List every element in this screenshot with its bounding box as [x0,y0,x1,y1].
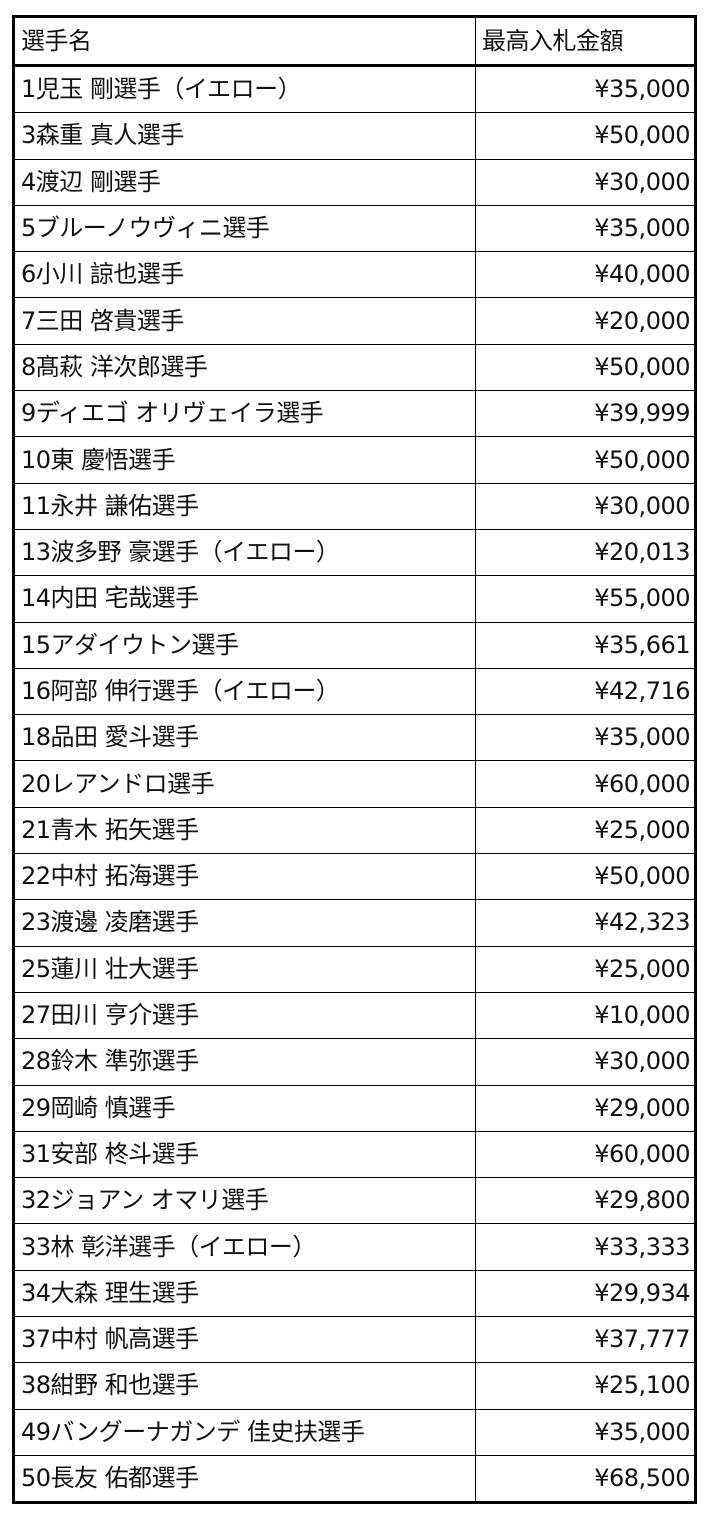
max-bid-cell: ¥25,000 [475,945,696,993]
table-row: 10東 慶悟選手 ¥50,000 [13,436,696,484]
max-bid-cell: ¥30,000 [475,1038,696,1086]
table-row: 8髙萩 洋次郎選手 ¥50,000 [13,343,696,392]
player-name-cell: 13波多野 豪選手（イエロー） [13,528,476,577]
table-row: 28鈴木 準弥選手 ¥30,000 [13,1038,696,1086]
player-name-cell: 10東 慶悟選手 [13,436,476,484]
table-row: 31安部 柊斗選手 ¥60,000 [13,1130,696,1179]
max-bid-cell: ¥55,000 [475,575,696,623]
bid-table: 選手名 最高入札金額 1児玉 剛選手（イエロー） ¥35,000 3森重 真人選手 ¥… [12,15,697,1505]
table-row: 20レアンドロ選手 ¥60,000 [13,760,696,808]
table-row: 21青木 拓矢選手 ¥25,000 [13,806,696,855]
max-bid-cell: ¥25,100 [475,1362,696,1410]
max-bid-cell: ¥42,716 [475,667,696,716]
table-row: 32ジョアン オマリ選手 ¥29,800 [13,1177,696,1225]
player-name-cell: 34大森 理生選手 [13,1269,476,1318]
player-name-cell: 16阿部 伸行選手（イエロー） [13,667,476,716]
player-name-cell: 22中村 拓海選手 [13,853,476,901]
table-row: 18品田 愛斗選手 ¥35,000 [13,714,696,762]
max-bid-cell: ¥50,000 [475,112,696,160]
table-row: 9ディエゴ オリヴェイラ選手 ¥39,999 [13,390,696,438]
max-bid-cell: ¥35,000 [475,1408,696,1456]
player-name-cell: 28鈴木 準弥選手 [13,1038,476,1086]
player-name-cell: 32ジョアン オマリ選手 [13,1177,476,1225]
player-name-cell: 14内田 宅哉選手 [13,575,476,623]
table-row: 50長友 佑都選手 ¥68,500 [13,1454,696,1504]
max-bid-cell: ¥60,000 [475,1130,696,1179]
player-name-cell: 1児玉 剛選手（イエロー） [13,64,476,114]
player-name-cell: 49バングーナガンデ 佳史扶選手 [13,1408,476,1456]
table-row: 34大森 理生選手 ¥29,934 [13,1269,696,1318]
max-bid-cell: ¥30,000 [475,482,696,530]
max-bid-cell: ¥20,000 [475,297,696,345]
table-row: 3森重 真人選手 ¥50,000 [13,112,696,160]
table-row: 25蓮川 壮大選手 ¥25,000 [13,945,696,993]
max-bid-cell: ¥25,000 [475,806,696,855]
table-row: 23渡邊 凌磨選手 ¥42,323 [13,899,696,947]
table-row: 29岡崎 慎選手 ¥29,000 [13,1084,696,1132]
player-name-cell: 31安部 柊斗選手 [13,1130,476,1179]
table-row: 27田川 亨介選手 ¥10,000 [13,991,696,1040]
max-bid-cell: ¥29,000 [475,1084,696,1132]
player-name-cell: 15アダイウトン選手 [13,621,476,669]
player-name-cell: 20レアンドロ選手 [13,760,476,808]
max-bid-cell: ¥35,000 [475,204,696,253]
table-row: 14内田 宅哉選手 ¥55,000 [13,575,696,623]
player-name-cell: 38紺野 和也選手 [13,1362,476,1410]
table-row: 33林 彰洋選手（イエロー） ¥33,333 [13,1223,696,1271]
player-name-cell: 37中村 帆高選手 [13,1316,476,1364]
player-name-cell: 9ディエゴ オリヴェイラ選手 [13,390,476,438]
player-name-cell: 27田川 亨介選手 [13,991,476,1040]
player-name-cell: 11永井 謙佑選手 [13,482,476,530]
table-row: 15アダイウトン選手 ¥35,661 [13,621,696,669]
header-row: 選手名 最高入札金額 [13,16,696,67]
max-bid-cell: ¥29,800 [475,1177,696,1225]
player-name-cell: 6小川 諒也選手 [13,251,476,299]
max-bid-cell: ¥29,934 [475,1269,696,1318]
header-max-bid: 最高入札金額 [475,16,696,67]
player-name-cell: 25蓮川 壮大選手 [13,945,476,993]
max-bid-cell: ¥60,000 [475,760,696,808]
player-name-cell: 21青木 拓矢選手 [13,806,476,855]
player-name-cell: 18品田 愛斗選手 [13,714,476,762]
player-name-cell: 23渡邊 凌磨選手 [13,899,476,947]
max-bid-cell: ¥35,000 [475,64,696,114]
max-bid-cell: ¥68,500 [475,1454,696,1504]
table-row: 22中村 拓海選手 ¥50,000 [13,853,696,901]
player-name-cell: 7三田 啓貴選手 [13,297,476,345]
max-bid-cell: ¥35,000 [475,714,696,762]
max-bid-cell: ¥50,000 [475,436,696,484]
player-name-cell: 50長友 佑都選手 [13,1454,476,1504]
player-name-cell: 3森重 真人選手 [13,112,476,160]
table-row: 4渡辺 剛選手 ¥30,000 [13,158,696,206]
player-name-cell: 8髙萩 洋次郎選手 [13,343,476,392]
table-row: 38紺野 和也選手 ¥25,100 [13,1362,696,1410]
max-bid-cell: ¥42,323 [475,899,696,947]
table-row: 16阿部 伸行選手（イエロー） ¥42,716 [13,667,696,716]
table-row: 7三田 啓貴選手 ¥20,000 [13,297,696,345]
player-name-cell: 29岡崎 慎選手 [13,1084,476,1132]
table-row: 37中村 帆高選手 ¥37,777 [13,1316,696,1364]
max-bid-cell: ¥35,661 [475,621,696,669]
player-name-cell: 4渡辺 剛選手 [13,158,476,206]
table-row: 6小川 諒也選手 ¥40,000 [13,251,696,299]
table-row: 1児玉 剛選手（イエロー） ¥35,000 [13,64,696,114]
max-bid-cell: ¥37,777 [475,1316,696,1364]
table-row: 11永井 謙佑選手 ¥30,000 [13,482,696,530]
max-bid-cell: ¥40,000 [475,251,696,299]
player-name-cell: 5ブルーノウヴィニ選手 [13,204,476,253]
max-bid-cell: ¥39,999 [475,390,696,438]
max-bid-cell: ¥30,000 [475,158,696,206]
max-bid-cell: ¥50,000 [475,343,696,392]
header-player-name: 選手名 [13,16,476,67]
max-bid-cell: ¥10,000 [475,991,696,1040]
table-row: 49バングーナガンデ 佳史扶選手 ¥35,000 [13,1408,696,1456]
player-name-cell: 33林 彰洋選手（イエロー） [13,1223,476,1271]
max-bid-cell: ¥33,333 [475,1223,696,1271]
max-bid-cell: ¥50,000 [475,853,696,901]
table-row: 13波多野 豪選手（イエロー） ¥20,013 [13,528,696,577]
table-row: 5ブルーノウヴィニ選手 ¥35,000 [13,204,696,253]
max-bid-cell: ¥20,013 [475,528,696,577]
